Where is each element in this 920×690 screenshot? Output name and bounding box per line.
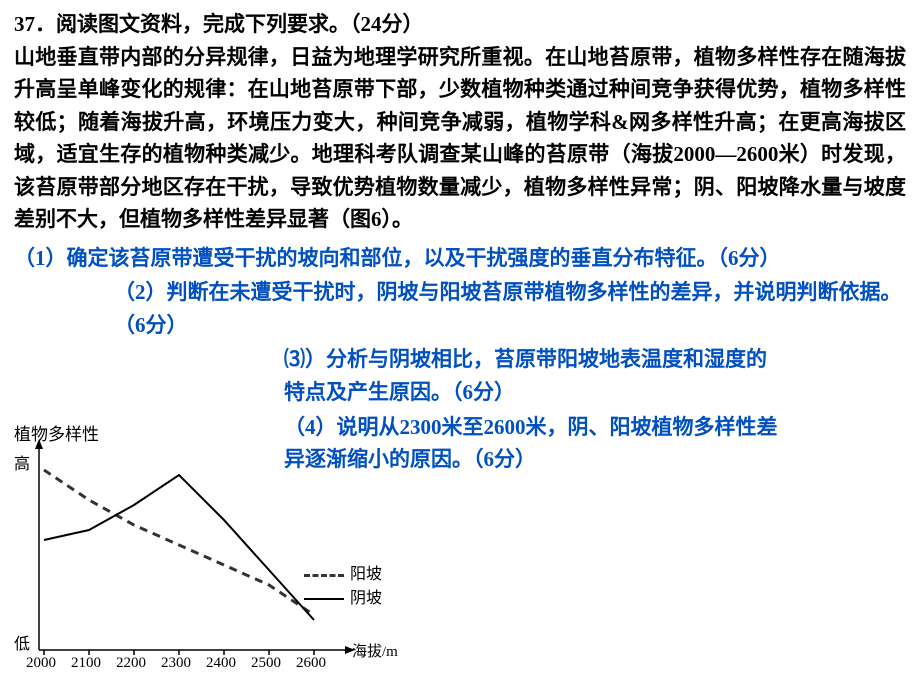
question-3-line1: ⑶）分析与阴坡相比，苔原带阳坡地表温度和湿度的 <box>284 347 767 371</box>
x-tick-label: 2300 <box>161 655 191 672</box>
y-axis-title: 植物多样性 <box>14 420 99 445</box>
legend-item-yin: 阴坡 <box>304 584 382 608</box>
x-tick-label: 2400 <box>206 655 236 672</box>
question-2: （2）判断在未遭受干扰时，阴坡与阳坡苔原带植物多样性的差异，并说明判断依据。（6… <box>114 276 906 341</box>
question-3: ⑶）分析与阴坡相比，苔原带阳坡地表温度和湿度的 特点及产生原因。（6分） <box>284 343 906 408</box>
chart-legend: 阳坡 阴坡 <box>304 560 382 608</box>
x-tick-label: 2500 <box>251 655 281 672</box>
x-axis-label: 海拔/m <box>352 640 398 661</box>
x-tick-label: 2100 <box>71 655 101 672</box>
legend-item-yang: 阳坡 <box>304 560 382 584</box>
legend-dash-icon <box>304 574 344 577</box>
question-3-line2: 特点及产生原因。（6分） <box>284 380 515 404</box>
legend-solid-icon <box>304 598 344 600</box>
y-axis-high-label: 高 <box>14 450 30 474</box>
x-tick-label: 2600 <box>296 655 326 672</box>
x-tick-label: 2200 <box>116 655 146 672</box>
main-paragraph: 山地垂直带内部的分异规律，日益为地理学研究所重视。在山地苔原带，植物多样性存在随… <box>14 41 906 236</box>
question-number-title: 37．阅读图文资料，完成下列要求。（24分） <box>14 8 906 41</box>
question-1: （1）确定该苔原带遭受干扰的坡向和部位，以及干扰强度的垂直分布特征。（6分） <box>14 242 906 275</box>
legend-yang-label: 阳坡 <box>350 566 382 583</box>
x-tick-label: 2000 <box>26 655 56 672</box>
y-axis-low-label: 低 <box>14 630 30 654</box>
legend-yin-label: 阴坡 <box>350 590 382 607</box>
diversity-chart: 植物多样性 高 低 海拔/m 2000 2100 2200 2300 2400 2500 2… <box>14 420 414 680</box>
